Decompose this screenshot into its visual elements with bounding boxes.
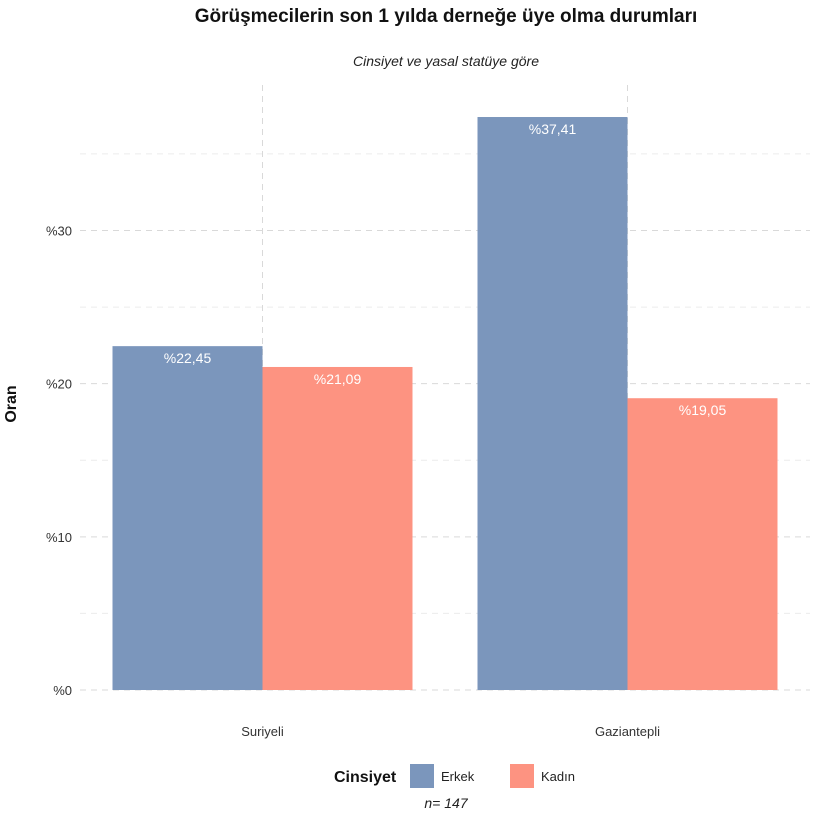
y-tick-label: %30 — [46, 224, 72, 239]
chart-title: Görüşmecilerin son 1 yılda derneğe üye o… — [195, 6, 698, 27]
bar-value-label: %22,45 — [164, 350, 212, 366]
y-tick-label: %0 — [53, 683, 72, 698]
bar-kadın-suriyeli — [262, 366, 413, 690]
x-tick-label: Gaziantepli — [595, 724, 660, 739]
bar-labels: %22,45 %21,09 %37,41 %19,05 — [164, 121, 727, 418]
bar-erkek-gaziantepli — [477, 117, 628, 690]
bar-kadın-gaziantepli — [627, 398, 778, 690]
y-axis-ticks: %0 %10 %20 %30 — [46, 224, 72, 698]
x-axis-ticks: Suriyeli Gaziantepli — [241, 724, 660, 739]
bar-value-label: %37,41 — [529, 121, 577, 137]
legend-label-erkek: Erkek — [441, 769, 475, 784]
sample-size-caption: n= 147 — [424, 795, 468, 811]
bars — [112, 117, 778, 690]
y-tick-label: %20 — [46, 377, 72, 392]
legend-title: Cinsiyet — [334, 769, 397, 786]
legend-label-kadın: Kadın — [541, 769, 575, 784]
x-tick-label: Suriyeli — [241, 724, 284, 739]
y-axis-label: Oran — [3, 385, 20, 422]
chart-subtitle: Cinsiyet ve yasal statüye göre — [353, 53, 539, 69]
bar-erkek-suriyeli — [112, 346, 263, 690]
legend: Cinsiyet Erkek Kadın — [334, 764, 575, 788]
legend-swatch-kadın — [510, 764, 534, 788]
bar-value-label: %21,09 — [314, 371, 362, 387]
y-tick-label: %10 — [46, 530, 72, 545]
bar-value-label: %19,05 — [679, 402, 727, 418]
legend-swatch-erkek — [410, 764, 434, 788]
